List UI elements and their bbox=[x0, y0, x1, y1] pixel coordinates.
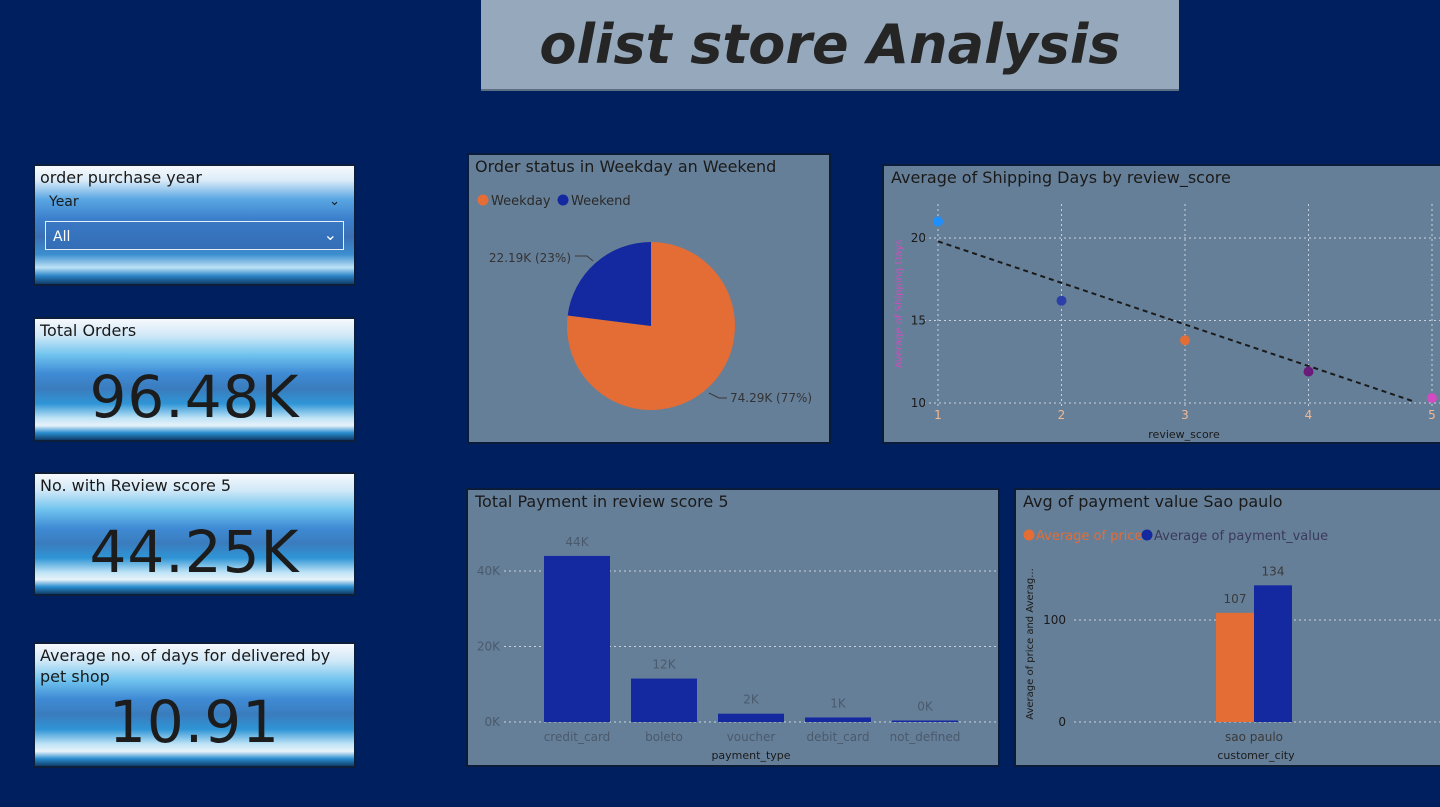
saopaulo-grid: 0 100 bbox=[1043, 613, 1440, 729]
scatter-ytick: 10 bbox=[911, 396, 926, 410]
payment-bar-chart[interactable]: 0K 20K 40K 44K credit_card 12K boleto 2K vouche… bbox=[468, 490, 998, 765]
saopaulo-legend-label: Average of price bbox=[1036, 529, 1143, 544]
pie-labels: 74.29K (77%) 22.19K (23%) bbox=[489, 251, 812, 405]
year-dropdown[interactable]: All ⌄ bbox=[45, 221, 344, 250]
scatter-point bbox=[1303, 366, 1314, 377]
year-slicer[interactable]: order purchase year Year ⌄ All ⌄ bbox=[33, 164, 356, 286]
payment-data-label: 2K bbox=[743, 693, 760, 707]
scatter-chart[interactable]: 10 15 20 1 2 3 4 5 review_score Average of Ship… bbox=[884, 166, 1440, 442]
payment-data-label: 44K bbox=[565, 535, 589, 549]
saopaulo-bar bbox=[1254, 585, 1292, 722]
scatter-point bbox=[1180, 335, 1190, 346]
payment-ytick: 0K bbox=[484, 715, 501, 729]
saopaulo-ytick: 0 bbox=[1058, 715, 1066, 729]
total-orders-card: Total Orders 96.48K bbox=[33, 317, 356, 442]
pie-chart[interactable]: Weekday Weekend 74.29K (77%) 22.19K (23%) bbox=[469, 155, 829, 442]
pie-leader-line bbox=[708, 392, 727, 399]
pie-legend-label: Weekday bbox=[491, 194, 551, 209]
payment-data-label: 1K bbox=[830, 696, 847, 710]
payment-bar bbox=[805, 717, 871, 722]
slicer-field-label: Year bbox=[49, 194, 79, 210]
payment-xlabel: payment_type bbox=[711, 749, 790, 762]
scatter-points bbox=[933, 216, 1437, 404]
petshop-label: Average no. of days for delivered by pet… bbox=[40, 646, 331, 686]
scatter-point bbox=[933, 216, 943, 227]
pie-panel[interactable]: Order status in Weekday an Weekend Weekd… bbox=[467, 153, 831, 444]
scatter-xtick: 3 bbox=[1181, 408, 1189, 422]
payment-bars: 44K credit_card 12K boleto 2K voucher 1K debit_… bbox=[544, 535, 961, 744]
pie-slices bbox=[567, 242, 735, 411]
scatter-xtick: 2 bbox=[1058, 408, 1066, 422]
chevron-down-icon[interactable]: ⌄ bbox=[329, 194, 340, 209]
payment-bar-title: Total Payment in review score 5 bbox=[475, 492, 729, 511]
petshop-card: Average no. of days for delivered by pet… bbox=[33, 642, 356, 768]
scatter-xtick: 5 bbox=[1428, 408, 1436, 422]
scatter-point bbox=[1427, 393, 1437, 404]
total-orders-value: 96.48K bbox=[89, 363, 300, 431]
pie-legend: Weekday Weekend bbox=[477, 194, 631, 209]
pie-legend-marker bbox=[557, 194, 569, 206]
total-orders-label: Total Orders bbox=[40, 321, 137, 340]
review5-label: No. with Review score 5 bbox=[40, 476, 232, 495]
payment-ytick: 40K bbox=[477, 564, 501, 578]
scatter-xlabel: review_score bbox=[1148, 428, 1220, 441]
payment-bar-panel[interactable]: Total Payment in review score 5 0K 20K 40K… bbox=[466, 488, 1000, 767]
scatter-ytick: 15 bbox=[911, 314, 926, 328]
saopaulo-data-label: 134 bbox=[1262, 564, 1285, 578]
saopaulo-bar bbox=[1216, 612, 1254, 722]
payment-bar bbox=[892, 720, 958, 722]
scatter-ytick: 20 bbox=[911, 231, 926, 245]
saopaulo-bar-panel[interactable]: Avg of payment value Sao paulo Average o… bbox=[1014, 488, 1440, 767]
saopaulo-ytick: 100 bbox=[1043, 613, 1066, 627]
saopaulo-bar-title: Avg of payment value Sao paulo bbox=[1023, 492, 1283, 511]
pie-legend-marker bbox=[477, 194, 489, 206]
saopaulo-legend-marker bbox=[1023, 529, 1035, 541]
scatter-ticks: 10 15 20 1 2 3 4 5 bbox=[911, 231, 1436, 422]
payment-bar bbox=[544, 555, 610, 722]
payment-xtick: debit_card bbox=[807, 730, 870, 744]
saopaulo-xtick: sao paulo bbox=[1225, 730, 1283, 744]
slicer-label: order purchase year bbox=[40, 168, 202, 187]
saopaulo-legend: Average of price Average of payment_value bbox=[1023, 529, 1328, 544]
payment-xtick: voucher bbox=[727, 730, 776, 744]
saopaulo-data-label: 107 bbox=[1224, 592, 1247, 606]
payment-xtick: not_defined bbox=[890, 730, 961, 744]
saopaulo-bar-chart[interactable]: Average of price Average of payment_value… bbox=[1016, 490, 1440, 765]
pie-title: Order status in Weekday an Weekend bbox=[475, 157, 777, 176]
scatter-title: Average of Shipping Days by review_score bbox=[891, 168, 1231, 187]
saopaulo-ylabel: Average of price and Averag... bbox=[1025, 568, 1036, 720]
saopaulo-legend-label: Average of payment_value bbox=[1154, 529, 1328, 544]
scatter-xtick: 4 bbox=[1305, 408, 1313, 422]
payment-data-label: 12K bbox=[652, 658, 676, 672]
scatter-trendline bbox=[937, 240, 1414, 403]
petshop-value: 10.91 bbox=[108, 688, 281, 756]
saopaulo-bars: 107 134 sao paulo bbox=[1216, 564, 1292, 744]
payment-xtick: boleto bbox=[645, 730, 683, 744]
pie-slice bbox=[567, 242, 735, 411]
scatter-point bbox=[1056, 295, 1067, 306]
pie-legend-label: Weekend bbox=[571, 194, 631, 209]
scatter-grid bbox=[924, 204, 1440, 406]
pie-data-label: 22.19K (23%) bbox=[489, 251, 571, 265]
saopaulo-legend-marker bbox=[1141, 529, 1153, 541]
dashboard-title-box: olist store Analysis bbox=[481, 0, 1179, 91]
chevron-down-icon: ⌄ bbox=[323, 225, 337, 244]
pie-data-label: 74.29K (77%) bbox=[730, 391, 812, 405]
payment-xtick: credit_card bbox=[544, 730, 611, 744]
page-title: olist store Analysis bbox=[539, 13, 1121, 76]
payment-ytick: 20K bbox=[477, 640, 501, 654]
review5-value: 44.25K bbox=[89, 518, 300, 586]
payment-data-label: 0K bbox=[917, 700, 934, 714]
scatter-ylabel: Average of Shipping Days bbox=[894, 240, 905, 369]
payment-bar bbox=[718, 713, 784, 722]
scatter-xtick: 1 bbox=[934, 408, 942, 422]
scatter-trendline-path bbox=[937, 240, 1414, 403]
saopaulo-xlabel: customer_city bbox=[1217, 749, 1295, 762]
year-dropdown-value: All bbox=[53, 229, 71, 245]
payment-bar bbox=[631, 678, 697, 722]
pie-slice bbox=[567, 242, 651, 326]
review5-card: No. with Review score 5 44.25K bbox=[33, 472, 356, 596]
scatter-panel[interactable]: Average of Shipping Days by review_score… bbox=[882, 164, 1440, 444]
pie-leader-line bbox=[575, 255, 594, 262]
